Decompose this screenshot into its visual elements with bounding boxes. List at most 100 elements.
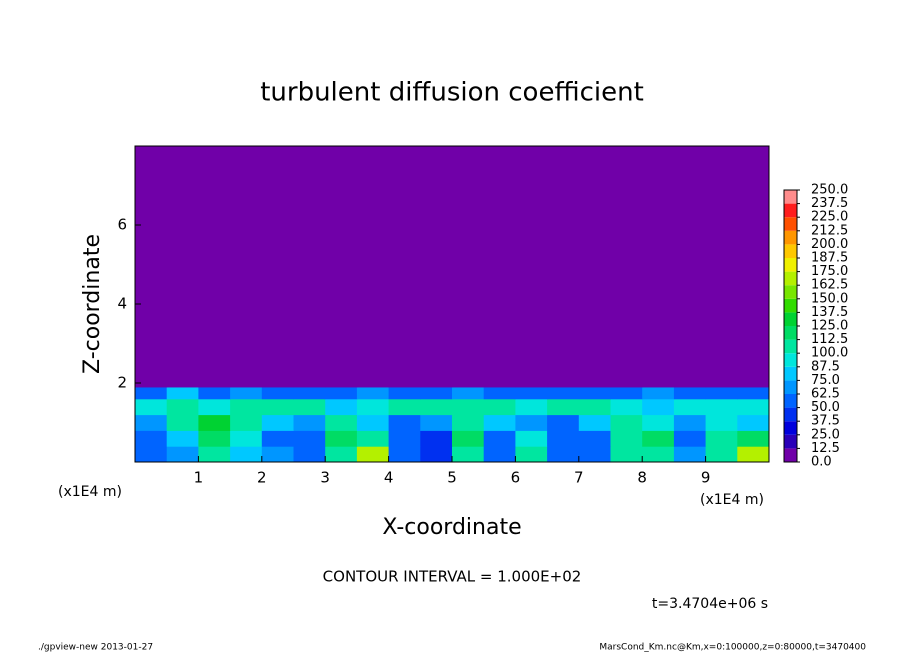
heat-cell (610, 398, 643, 416)
colorbar-band (784, 271, 797, 286)
heat-cell (166, 146, 199, 388)
colorbar-band (784, 244, 797, 258)
heat-cell (166, 414, 199, 431)
colorbar-band (784, 312, 797, 326)
heat-cell (515, 146, 548, 388)
heat-cell (547, 430, 580, 447)
footer-right: MarsCond_Km.nc@Km,x=0:100000,z=0:80000,t… (599, 643, 866, 653)
heat-cell (356, 414, 390, 431)
heat-cell (705, 414, 738, 431)
heat-cell (673, 398, 707, 416)
heat-cell (515, 446, 548, 463)
colorbar-band (784, 203, 797, 218)
heat-cell (705, 430, 738, 447)
colorbar-band (784, 339, 797, 354)
heat-cell (135, 386, 168, 400)
colorbar-label: 212.5 (811, 223, 848, 238)
heat-cell (673, 414, 707, 431)
heat-cell (388, 414, 421, 431)
heat-cell (293, 398, 326, 416)
x-unit-label: (x1E4 m) (700, 492, 764, 508)
colorbar-label: 162.5 (811, 278, 848, 293)
heat-cell (293, 430, 326, 447)
colorbar-label: 37.5 (811, 414, 840, 429)
colorbar-label: 50.0 (811, 400, 840, 415)
heat-cell (293, 386, 326, 400)
colorbar-band (784, 448, 797, 462)
colorbar-label: 125.0 (811, 319, 848, 334)
y-tick-label: 2 (117, 374, 127, 392)
heat-cell (388, 430, 421, 447)
heat-cell (261, 430, 294, 447)
heat-cell (547, 398, 580, 416)
colorbar-band (784, 326, 797, 340)
heat-cell (483, 386, 516, 400)
heat-cell (198, 398, 231, 416)
heat-cell (135, 430, 168, 447)
heat-cell (642, 146, 675, 388)
heat-cell (483, 430, 516, 447)
colorbar-label: 225.0 (811, 210, 848, 225)
heat-cell (261, 146, 294, 388)
heat-cell (325, 386, 358, 400)
colorbar-band (784, 258, 797, 272)
heat-cell (705, 446, 738, 463)
heat-cell (452, 398, 485, 416)
colorbar-label: 250.0 (811, 183, 848, 198)
heat-cell (230, 430, 263, 447)
colorbar-band (784, 394, 797, 408)
chart-title: turbulent diffusion coefficient (260, 78, 644, 108)
colorbar-label: 75.0 (811, 373, 840, 388)
heat-cell (578, 146, 611, 388)
heat-cell (388, 398, 421, 416)
heat-cell (388, 446, 421, 463)
heat-cell (420, 414, 453, 431)
heat-cell (515, 430, 548, 447)
heat-cell (673, 386, 707, 400)
x-tick-label: 1 (194, 469, 204, 487)
y-tick-label: 6 (117, 216, 127, 234)
heat-cell (198, 386, 231, 400)
heat-cell (673, 446, 707, 463)
heat-cell (578, 430, 611, 447)
colorbar-label: 237.5 (811, 196, 848, 211)
heat-cell (261, 398, 294, 416)
time-label: t=3.4704e+06 s (652, 596, 768, 612)
heat-cell (737, 430, 770, 447)
heat-cell (325, 430, 358, 447)
colorbar-band (784, 298, 797, 313)
heat-cell (452, 386, 485, 400)
heat-cell (356, 446, 390, 463)
x-unit-label: (x1E4 m) (58, 484, 122, 500)
heat-cell (452, 446, 485, 463)
heat-cell (578, 398, 611, 416)
y-tick-label: 4 (117, 295, 127, 313)
colorbar-label: 200.0 (811, 237, 848, 252)
heat-cell (230, 414, 263, 431)
heat-cell (420, 398, 453, 416)
heat-cell (166, 446, 199, 463)
heat-cell (610, 414, 643, 431)
colorbar-band (784, 407, 797, 422)
colorbar-label: 87.5 (811, 359, 840, 374)
heat-cell (452, 146, 485, 388)
colorbar-band (784, 230, 797, 245)
heat-cell (705, 398, 738, 416)
heat-cell (198, 446, 231, 463)
x-tick-label: 2 (257, 469, 267, 487)
heat-cell (135, 446, 168, 463)
colorbar-label: 25.0 (811, 427, 840, 442)
heat-cell (198, 414, 231, 431)
heat-cell (166, 386, 199, 400)
heat-cell (230, 146, 263, 388)
heat-cell (166, 430, 199, 447)
colorbar-label: 150.0 (811, 291, 848, 306)
y-axis-label: Z-coordinate (80, 234, 105, 374)
colorbar-label: 137.5 (811, 305, 848, 320)
x-tick-label: 9 (701, 469, 711, 487)
heat-cell (325, 146, 358, 388)
heat-cell (737, 446, 770, 463)
heat-cell (420, 430, 453, 447)
x-tick-label: 3 (320, 469, 330, 487)
